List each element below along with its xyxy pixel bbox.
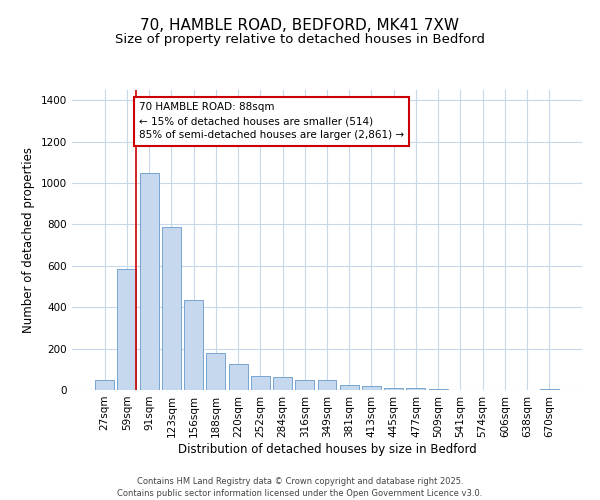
- Bar: [540, 388, 559, 390]
- Bar: [229, 364, 248, 390]
- Text: 70, HAMBLE ROAD, BEDFORD, MK41 7XW: 70, HAMBLE ROAD, BEDFORD, MK41 7XW: [140, 18, 460, 32]
- Bar: [95, 380, 114, 390]
- Text: Size of property relative to detached houses in Bedford: Size of property relative to detached ho…: [115, 32, 485, 46]
- Bar: [162, 226, 181, 390]
- Y-axis label: Number of detached properties: Number of detached properties: [22, 147, 35, 333]
- Bar: [384, 388, 403, 390]
- Bar: [251, 376, 270, 390]
- Bar: [206, 353, 225, 390]
- Bar: [140, 173, 158, 390]
- Bar: [362, 386, 381, 390]
- Bar: [406, 388, 425, 390]
- Bar: [317, 380, 337, 390]
- Bar: [295, 380, 314, 390]
- Text: Contains HM Land Registry data © Crown copyright and database right 2025.
Contai: Contains HM Land Registry data © Crown c…: [118, 476, 482, 498]
- Text: 70 HAMBLE ROAD: 88sqm
← 15% of detached houses are smaller (514)
85% of semi-det: 70 HAMBLE ROAD: 88sqm ← 15% of detached …: [139, 102, 404, 141]
- Bar: [273, 376, 292, 390]
- Bar: [118, 269, 136, 390]
- Bar: [184, 300, 203, 390]
- X-axis label: Distribution of detached houses by size in Bedford: Distribution of detached houses by size …: [178, 442, 476, 456]
- Bar: [340, 385, 359, 390]
- Bar: [429, 388, 448, 390]
